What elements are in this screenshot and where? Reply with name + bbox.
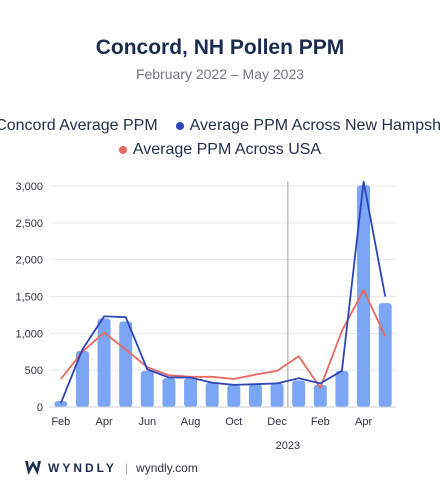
chart-subtitle: February 2022 – May 2023: [135, 66, 305, 82]
legend-dot-new-hampshire: [175, 122, 184, 130]
x-tick-label: Apr: [355, 416, 372, 428]
legend-dot-usa: [118, 146, 127, 154]
bar-concord: [292, 380, 306, 407]
y-tick-label: 2,000: [15, 255, 43, 267]
line-new-hampshire: [59, 180, 387, 404]
bar-concord: [119, 321, 133, 407]
line-usa: [60, 288, 387, 389]
legend-label-concord: Concord Average PPM: [0, 117, 158, 134]
chart-title: Concord, NH Pollen PPM: [95, 36, 345, 59]
bar-concord: [227, 384, 241, 407]
x-tick-label: Feb: [51, 416, 70, 428]
y-tick-label: 1,000: [15, 328, 43, 340]
bar-concord: [313, 384, 327, 407]
bar-concord: [140, 370, 154, 407]
bar-concord: [205, 382, 219, 407]
x-tick-label: Feb: [311, 416, 330, 428]
legend-item-new-hampshire[interactable]: Average PPM Across New Hampshire: [175, 117, 440, 135]
x-tick-label: Jun: [138, 416, 156, 428]
legend-item-concord[interactable]: Concord Average PPM: [0, 117, 158, 135]
legend-row-1: Concord Average PPM Average PPM Across N…: [0, 117, 440, 135]
y-tick-label: 2,500: [15, 218, 43, 230]
bar-concord: [97, 318, 111, 407]
year-label: 2023: [276, 440, 300, 452]
footer: WYNDLY | wyndly.com: [24, 460, 198, 476]
bar-concord: [335, 370, 349, 407]
legend-label-usa: Average PPM Across USA: [132, 141, 322, 158]
bar-concord: [162, 378, 176, 407]
y-tick-label: 500: [25, 365, 43, 377]
wyndly-logo-icon: [25, 461, 41, 475]
y-tick-label: 1,500: [15, 292, 43, 304]
legend-row-2: Average PPM Across USA: [0, 141, 440, 159]
legend-item-usa[interactable]: Average PPM Across USA: [118, 141, 322, 159]
bar-concord: [248, 384, 262, 407]
y-tick-label: 0: [37, 402, 43, 414]
footer-separator: |: [124, 461, 129, 475]
x-tick-label: Dec: [267, 416, 287, 428]
bar-concord: [378, 303, 392, 407]
y-tick-label: 3,000: [15, 181, 43, 193]
bar-concord: [75, 351, 89, 407]
brand-name: WYNDLY: [48, 461, 117, 475]
x-tick-label: Oct: [225, 416, 242, 428]
bar-concord: [357, 185, 371, 407]
x-tick-label: Aug: [181, 416, 201, 428]
legend-label-new-hampshire: Average PPM Across New Hampshire: [189, 117, 440, 134]
bar-concord: [184, 378, 198, 407]
site-link[interactable]: wyndly.com: [136, 461, 198, 475]
x-tick-label: Apr: [96, 416, 113, 428]
bar-concord: [270, 383, 284, 407]
bar-concord: [54, 401, 68, 407]
